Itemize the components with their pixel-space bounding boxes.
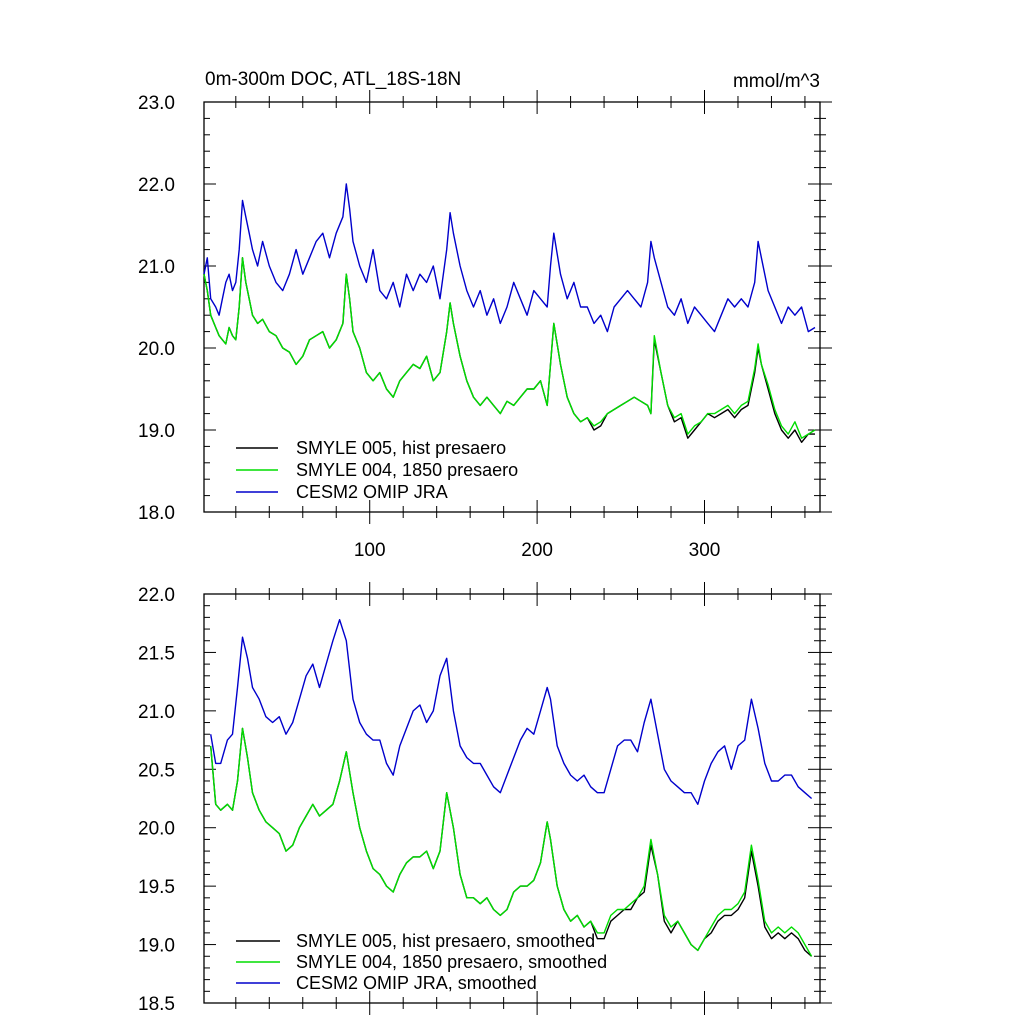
- series-line-2: [203, 183, 816, 333]
- y-tick-label: 19.5: [138, 877, 175, 898]
- series-line-1: [203, 257, 816, 439]
- series-line-0: [203, 257, 815, 443]
- bottom-panel: 18.5 19.0 19.5 20.0 20.5 21.0 21.5 22.0 SMYLE 00…: [138, 582, 832, 1015]
- y-tick-label: 22.0: [138, 175, 175, 196]
- plot-frame: [203, 101, 821, 513]
- y-tick-label: 19.0: [138, 936, 175, 957]
- y-tick-label: 21.0: [138, 702, 175, 723]
- chart-title: 0m-300m DOC, ATL_18S-18N: [205, 69, 461, 90]
- top-panel: 100 200 300 18.0 19.0 20.0 21.0 22.0 23.0 SMYLE 0…: [138, 90, 832, 561]
- y-tick-label: 21.5: [138, 643, 175, 664]
- legend-label: SMYLE 005, hist presaero, smoothed: [296, 931, 595, 951]
- y-tick-label: 20.5: [138, 760, 175, 781]
- y-tick-label: 19.0: [138, 421, 175, 442]
- y-tick-label: 23.0: [138, 93, 175, 114]
- y-tick-label: 20.0: [138, 819, 175, 840]
- y-tick-label: 18.0: [138, 503, 175, 524]
- y-tick-label: 22.0: [138, 585, 175, 606]
- y-tick-label: 18.5: [138, 994, 175, 1015]
- x-tick-label: 200: [521, 540, 553, 561]
- units-label: mmol/m^3: [733, 71, 820, 92]
- y-tick-label: 20.0: [138, 339, 175, 360]
- y-tick-label: 21.0: [138, 257, 175, 278]
- legend-label: SMYLE 004, 1850 presaero: [296, 460, 518, 480]
- legend-label: SMYLE 005, hist presaero: [296, 438, 506, 458]
- plot-frame: [203, 593, 821, 1004]
- x-tick-label: 100: [354, 540, 386, 561]
- legend-label: CESM2 OMIP JRA, smoothed: [296, 973, 537, 993]
- x-tick-label: 300: [689, 540, 721, 561]
- legend-label: CESM2 OMIP JRA: [296, 482, 448, 502]
- legend-label: SMYLE 004, 1850 presaero, smoothed: [296, 952, 607, 972]
- series-line-2: [210, 619, 813, 805]
- series-line-1: [210, 727, 813, 957]
